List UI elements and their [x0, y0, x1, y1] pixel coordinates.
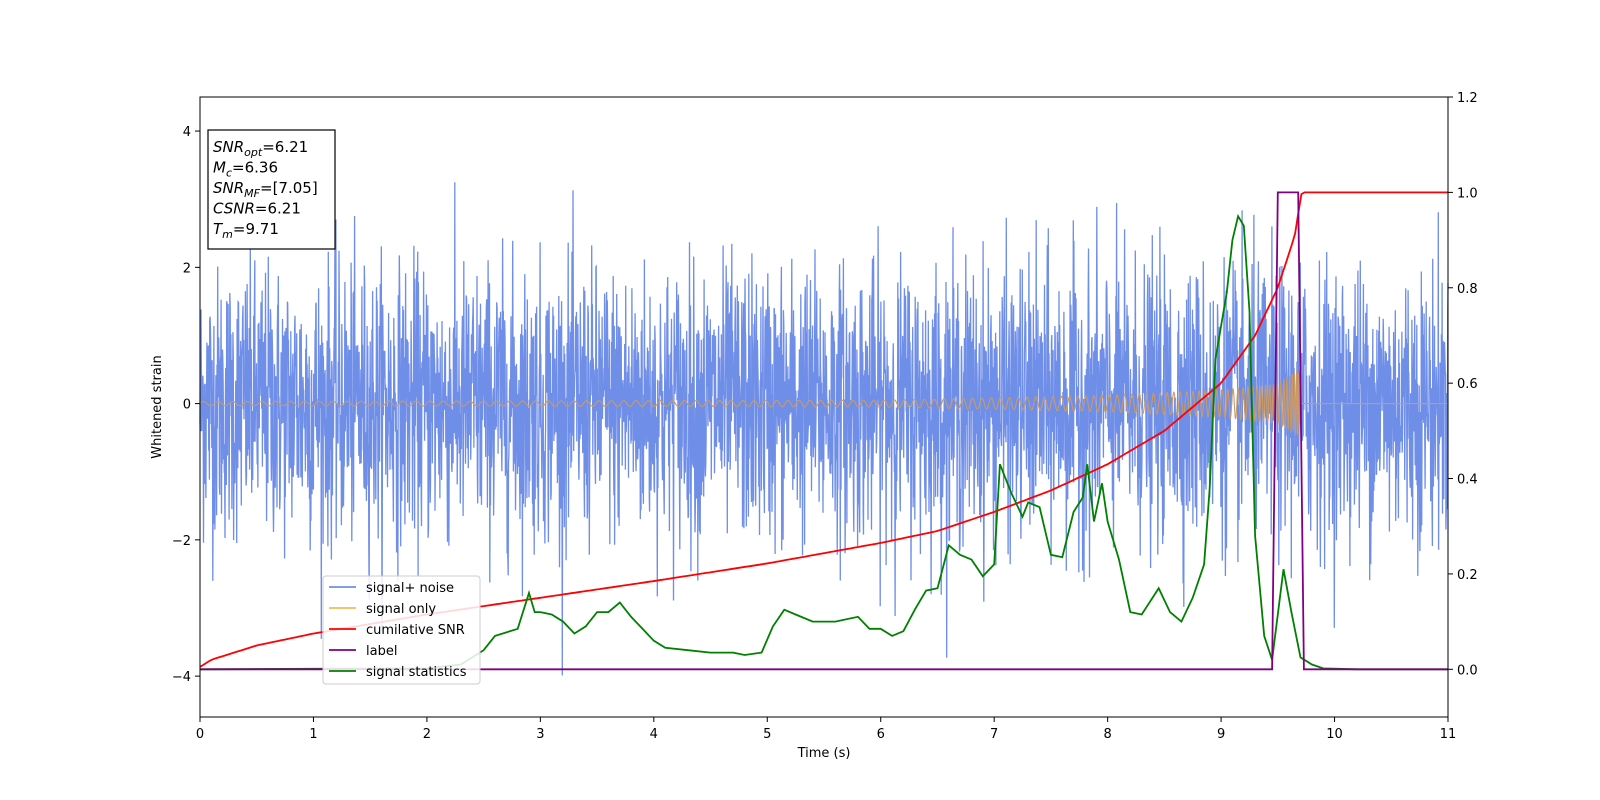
x-tick-label: 1 [309, 727, 317, 742]
legend: signal+ noise signal only cumilative SNR la… [322, 575, 481, 685]
x-tick-label: 4 [650, 727, 658, 742]
annotation-line: CSNR=6.21 [213, 200, 301, 218]
y2-tick-label: 0.6 [1457, 377, 1478, 392]
x-tick-label: 9 [1217, 727, 1225, 742]
signal-noise-series [199, 182, 1449, 676]
x-tick-label: 11 [1440, 727, 1457, 742]
legend-frame [322, 575, 481, 685]
signal-only-series [199, 368, 1448, 439]
annotation-line: SNRopt=6.21 [213, 138, 308, 159]
legend-entry: signal statistics [366, 665, 467, 680]
x-tick-label: 5 [763, 727, 771, 742]
legend-entry: label [366, 644, 397, 659]
x-tick-label: 7 [990, 727, 998, 742]
y2-tick-label: 0.4 [1457, 473, 1478, 488]
y2-tick-label: 0.0 [1457, 663, 1478, 678]
signal-only-line [199, 368, 1448, 439]
annotation-box-frame [207, 129, 336, 250]
x-tick-label: 0 [196, 727, 204, 742]
y-tick-label: 2 [183, 261, 191, 276]
y-tick-label: −4 [172, 670, 191, 685]
y2-tick-label: 1.2 [1457, 91, 1478, 106]
annotation-line: Mc=6.36 [213, 159, 278, 180]
annotation-line: SNRMF=[7.05] [213, 179, 318, 200]
y-axis-label: Whitened strain [150, 355, 165, 458]
y-tick-label: 4 [183, 125, 191, 140]
label-line [200, 191, 1448, 671]
x-tick-label: 8 [1103, 727, 1111, 742]
annotation-line: Tm=9.71 [213, 220, 279, 241]
x-tick-label: 6 [877, 727, 885, 742]
legend-entry: signal only [366, 602, 436, 617]
x-tick-label: 10 [1326, 727, 1343, 742]
signal-statistics-line [199, 213, 1448, 671]
x-tick-label: 3 [536, 727, 544, 742]
signal-noise-line [199, 182, 1449, 676]
x-axis-label: Time (s) [797, 746, 851, 761]
y-tick-label: 0 [183, 398, 191, 413]
plot-frame [199, 96, 1449, 718]
x-tick-label: 2 [423, 727, 431, 742]
legend-entry: signal+ noise [366, 581, 454, 596]
y-axis-right: 0.0 0.2 0.4 0.6 0.8 1.0 1.2 [1448, 91, 1478, 678]
y-axis-left: −4 −2 0 2 4 [172, 125, 200, 685]
x-axis: 0 1 2 3 4 5 6 7 8 9 10 11 [196, 717, 1456, 742]
legend-entry: cumilative SNR [366, 623, 465, 638]
y-tick-label: −2 [172, 534, 191, 549]
y2-tick-label: 1.0 [1457, 186, 1478, 201]
y2-tick-label: 0.2 [1457, 568, 1478, 583]
y2-tick-label: 0.8 [1457, 282, 1478, 297]
